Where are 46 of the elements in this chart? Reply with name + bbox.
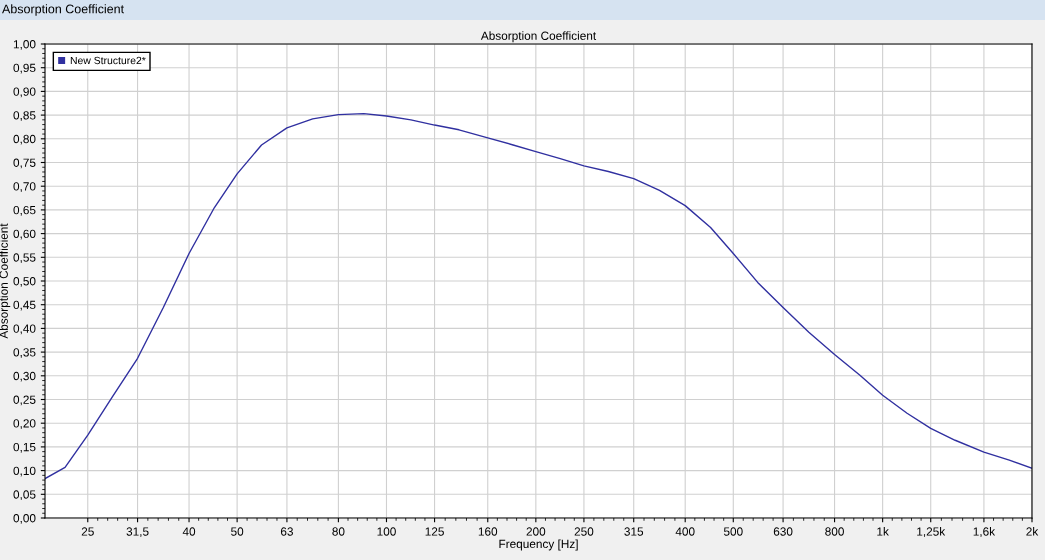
- y-tick-label: 0,20: [13, 419, 36, 429]
- x-axis-title: Frequency [Hz]: [499, 539, 578, 551]
- y-tick-label: 0,35: [13, 348, 36, 358]
- y-tick-label: 0,50: [13, 277, 36, 287]
- x-tick-label: 40: [182, 527, 196, 536]
- x-tick-label: 25: [81, 527, 94, 536]
- x-tick-label: 400: [675, 527, 695, 536]
- x-tick-label: 500: [723, 527, 743, 536]
- y-tick-label: 0,10: [13, 466, 36, 477]
- y-tick-label: 0,70: [13, 182, 36, 192]
- x-tick-label: 50: [231, 527, 244, 536]
- chart-title: Absorption Coefficient: [480, 31, 597, 43]
- x-tick-label: 2k: [1026, 527, 1039, 536]
- y-tick-label: 0,40: [13, 324, 36, 335]
- y-tick-label: 0,05: [13, 490, 36, 501]
- x-tick-label: 315: [624, 527, 644, 536]
- y-tick-label: 0,15: [13, 442, 36, 453]
- x-tick-label: 630: [773, 527, 793, 536]
- x-tick-label: 1,6k: [973, 527, 996, 538]
- y-tick-label: 0,95: [13, 63, 36, 74]
- x-tick-label: 160: [478, 527, 498, 536]
- y-axis-title: Absorption Coefficient: [0, 223, 11, 339]
- x-tick-label: 250: [574, 527, 594, 536]
- y-tick-label: 0,75: [13, 158, 36, 169]
- x-tick-label: 100: [377, 527, 396, 536]
- y-tick-label: 0,60: [13, 229, 36, 240]
- y-tick-label: 0,30: [13, 371, 36, 382]
- y-tick-label: 1,00: [13, 40, 36, 50]
- y-tick-label: 0,45: [13, 300, 36, 311]
- x-tick-label: 800: [825, 527, 844, 536]
- x-tick-label: 1k: [877, 527, 889, 536]
- x-tick-label: 31,5: [126, 527, 149, 538]
- y-tick-label: 0,80: [13, 134, 36, 145]
- x-tick-label: 1,25k: [917, 527, 946, 538]
- y-tick-label: 0,55: [13, 253, 36, 264]
- y-tick-label: 0,90: [13, 87, 36, 98]
- text: Absorption Coefficient: [2, 4, 124, 16]
- y-tick-label: 0,65: [13, 205, 36, 216]
- x-tick-label: 200: [526, 527, 546, 536]
- y-tick-label: 0,00: [13, 514, 36, 524]
- x-tick-label: 63: [280, 527, 293, 536]
- y-tick-label: 0,25: [13, 395, 36, 406]
- x-tick-label: 125: [425, 527, 444, 536]
- legend-label: New Structure2*: [70, 56, 146, 65]
- y-tick-label: 0,85: [13, 111, 36, 121]
- x-tick-label: 80: [332, 527, 345, 536]
